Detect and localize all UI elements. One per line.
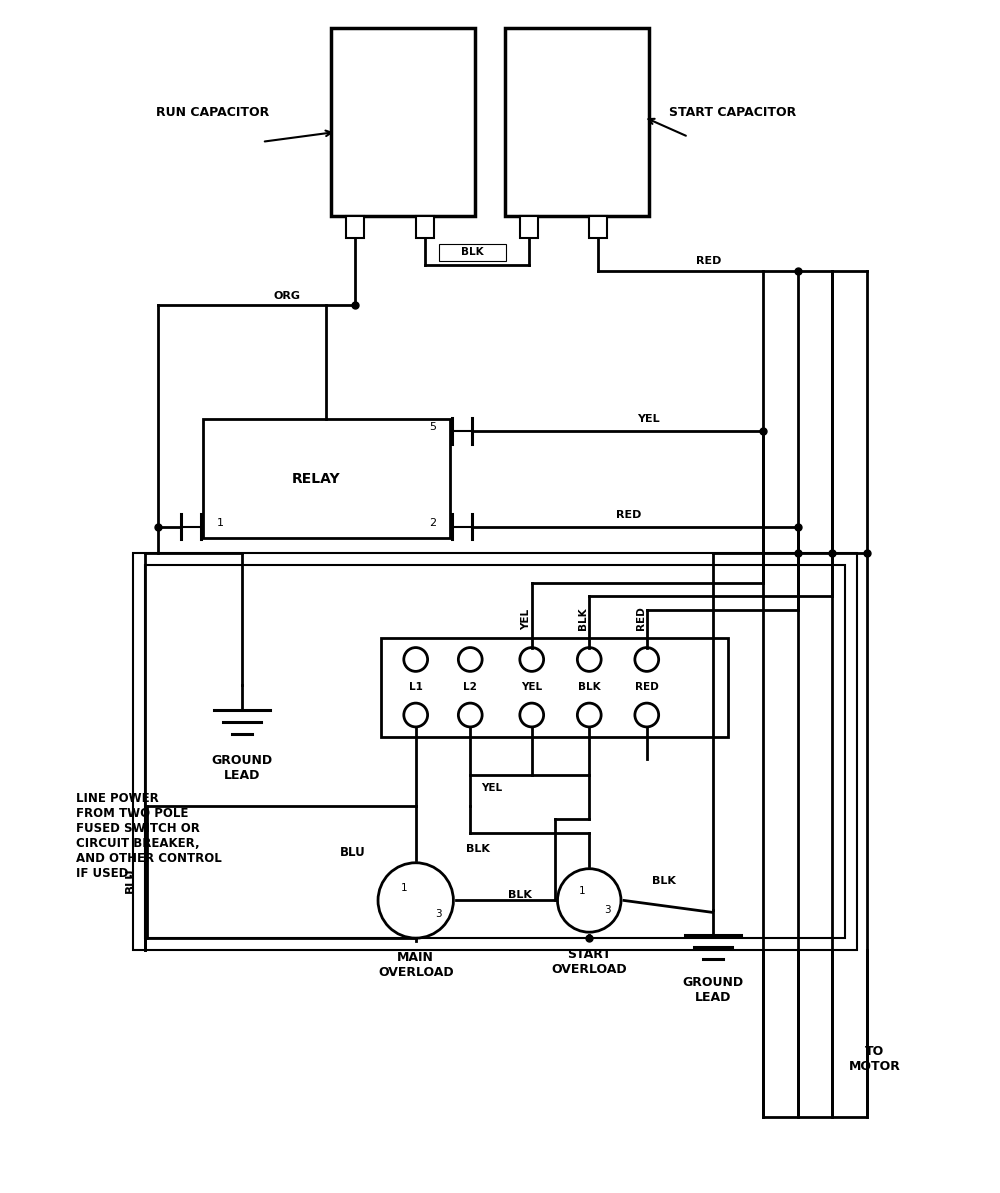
Text: RED: RED	[636, 606, 646, 630]
Text: L1: L1	[409, 682, 423, 692]
Text: BLU: BLU	[340, 846, 366, 859]
Text: 5: 5	[429, 422, 436, 432]
Bar	[133, 554, 857, 950]
Text: 2: 2	[429, 518, 436, 527]
Text: GROUND
LEAD: GROUND LEAD	[212, 754, 273, 781]
Text: RUN CAPACITOR: RUN CAPACITOR	[156, 105, 269, 118]
Text: BLK: BLK	[578, 682, 601, 692]
Text: L2: L2	[463, 682, 477, 692]
Text: RED: RED	[696, 255, 721, 266]
Bar	[346, 216, 364, 239]
Text: LINE POWER
FROM TWO POLE
FUSED SWITCH OR
CIRCUIT BREAKER,
AND OTHER CONTROL
IF U: LINE POWER FROM TWO POLE FUSED SWITCH OR…	[76, 792, 221, 880]
Text: GROUND
LEAD: GROUND LEAD	[683, 976, 744, 1003]
Text: BLU: BLU	[124, 867, 137, 894]
Text: 1: 1	[217, 518, 224, 527]
Bar	[439, 243, 506, 261]
Text: BLK: BLK	[652, 876, 676, 885]
Text: RED: RED	[616, 509, 642, 520]
Bar	[381, 637, 728, 737]
Text: ORG: ORG	[273, 291, 300, 301]
Text: YEL: YEL	[637, 414, 660, 425]
Text: 1: 1	[400, 883, 407, 892]
Bar	[416, 216, 434, 239]
Text: YEL: YEL	[482, 784, 503, 793]
Text: BLK: BLK	[461, 247, 484, 258]
Text: MAIN
OVERLOAD: MAIN OVERLOAD	[378, 951, 454, 979]
Text: START CAPACITOR: START CAPACITOR	[669, 105, 797, 118]
Text: YEL: YEL	[521, 608, 531, 630]
Text: RELAY: RELAY	[292, 472, 341, 486]
Bar	[589, 216, 607, 239]
Text: BLK: BLK	[466, 843, 490, 854]
Text: TO
MOTOR: TO MOTOR	[849, 1045, 901, 1074]
Text: 3: 3	[435, 909, 442, 920]
Bar	[145, 565, 845, 938]
Text: 1: 1	[579, 885, 586, 896]
Text: YEL: YEL	[521, 682, 542, 692]
Text: 3: 3	[604, 905, 610, 915]
Bar	[520, 216, 538, 239]
Text: BLK: BLK	[508, 890, 532, 901]
Text: BLK: BLK	[578, 607, 588, 630]
Text: RED: RED	[635, 682, 659, 692]
Bar	[203, 420, 450, 538]
Bar	[505, 27, 649, 216]
Bar	[331, 27, 475, 216]
Text: START
OVERLOAD: START OVERLOAD	[551, 948, 627, 976]
